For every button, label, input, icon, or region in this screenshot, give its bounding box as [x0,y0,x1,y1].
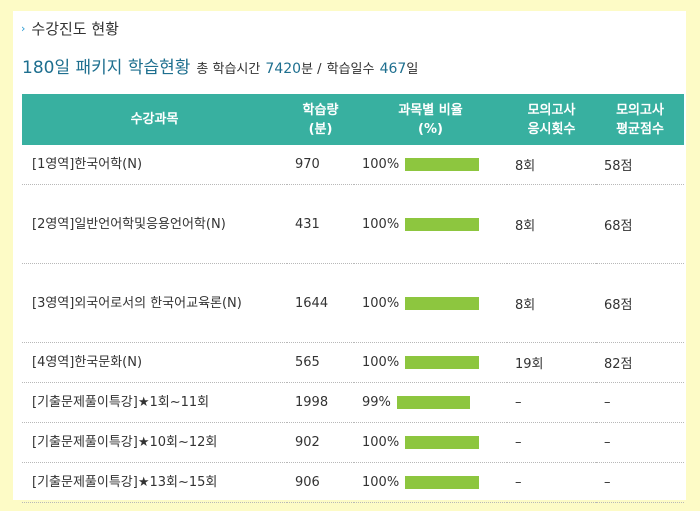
ratio-cell: 100% [354,263,507,343]
table-row: [3영역]외국어로서의 한국어교육론(N) 1644 100% 8회 68점 [22,263,684,343]
ratio-cell: 100% [354,145,507,185]
study-minutes: 431 [287,184,354,264]
exam-attempts: – [507,422,596,463]
exam-average: 68점 [596,184,684,264]
ratio-text: 99% [362,395,391,410]
header-course: 수강과목 [22,94,287,145]
progress-bar [405,158,480,171]
exam-attempts: – [507,382,596,423]
ratio-cell: 99% [354,382,507,423]
table-row: [기출문제풀이특강]★1회~11회 1998 99% – – [22,382,684,423]
exam-attempts: 19회 [507,342,596,383]
table-row: [4영역]한국문화(N) 565 100% 19회 82점 [22,342,684,383]
section-title: 수강진도 현황 [31,19,119,38]
ratio-text: 100% [362,435,400,450]
ratio-text: 100% [362,475,400,490]
header-ratio: 과목별 비율 (%) [354,94,507,145]
table-row: [1영역]한국어학(N) 970 100% 8회 58점 [22,145,684,185]
table-row: [2영역]일반언어학및응용언어학(N) 431 100% 8회 68점 [22,184,684,264]
package-title: 180일 패키지 학습현황 [22,58,191,78]
course-name: [기출문제풀이특강]★10회~12회 [22,422,287,463]
ratio-cell: 100% [354,462,507,503]
progress-bar [396,396,470,409]
ratio-text: 100% [362,295,400,311]
header-attempts: 모의고사 응시횟수 [507,94,596,145]
progress-bar [405,356,480,369]
ratio-cell: 100% [354,184,507,264]
section-header: › 수강진도 현황 [21,15,119,41]
exam-average: – [596,382,684,423]
exam-average: – [596,462,684,503]
course-name: [2영역]일반언어학및응용언어학(N) [22,184,287,264]
course-name: [1영역]한국어학(N) [22,145,287,185]
course-name: [기출문제풀이특강]★1회~11회 [22,382,287,423]
total-time-unit: 분 / [301,62,322,77]
header-minutes: 학습량 (분) [287,94,354,145]
total-time-value: 7420 [265,61,302,77]
study-minutes: 1998 [287,382,354,423]
table-header-row: 수강과목 학습량 (분) 과목별 비율 (%) 모의고사 응시횟수 모의고사 평균점수 [22,94,684,145]
course-name: [기출문제풀이특강]★13회~15회 [22,462,287,503]
progress-bar [405,217,480,231]
exam-average: 82점 [596,342,684,383]
study-minutes: 970 [287,145,354,185]
ratio-text: 100% [362,216,400,232]
total-days-value: 467 [379,61,407,77]
ratio-cell: 100% [354,342,507,383]
total-days-unit: 일 [406,62,419,77]
exam-attempts: 8회 [507,263,596,343]
course-name: [3영역]외국어로서의 한국어교육론(N) [22,263,287,343]
progress-bar [405,476,480,489]
ratio-cell: 100% [354,422,507,463]
study-minutes: 565 [287,342,354,383]
ratio-text: 100% [362,157,400,172]
progress-bar [405,296,480,310]
total-days-label: 학습일수 [326,62,375,77]
study-minutes: 906 [287,462,354,503]
study-minutes: 1644 [287,263,354,343]
header-score: 모의고사 평균점수 [596,94,684,145]
exam-attempts: – [507,462,596,503]
exam-attempts: 8회 [507,184,596,264]
table-row: [기출문제풀이특강]★10회~12회 902 100% – – [22,422,684,463]
progress-table: 수강과목 학습량 (분) 과목별 비율 (%) 모의고사 응시횟수 모의고사 평균점수 … [22,94,684,503]
total-time-label: 총 학습시간 [196,62,261,77]
course-name: [4영역]한국문화(N) [22,342,287,383]
exam-average: 68점 [596,263,684,343]
exam-attempts: 8회 [507,145,596,185]
package-summary: 180일 패키지 학습현황 총 학습시간 7420 분 / 학습일수 467 일 [22,53,418,78]
chevron-right-icon: › [21,21,26,35]
exam-average: 58점 [596,145,684,185]
progress-bar [405,436,480,449]
table-row: [기출문제풀이특강]★13회~15회 906 100% – – [22,462,684,503]
exam-average: – [596,422,684,463]
study-minutes: 902 [287,422,354,463]
ratio-text: 100% [362,355,400,370]
